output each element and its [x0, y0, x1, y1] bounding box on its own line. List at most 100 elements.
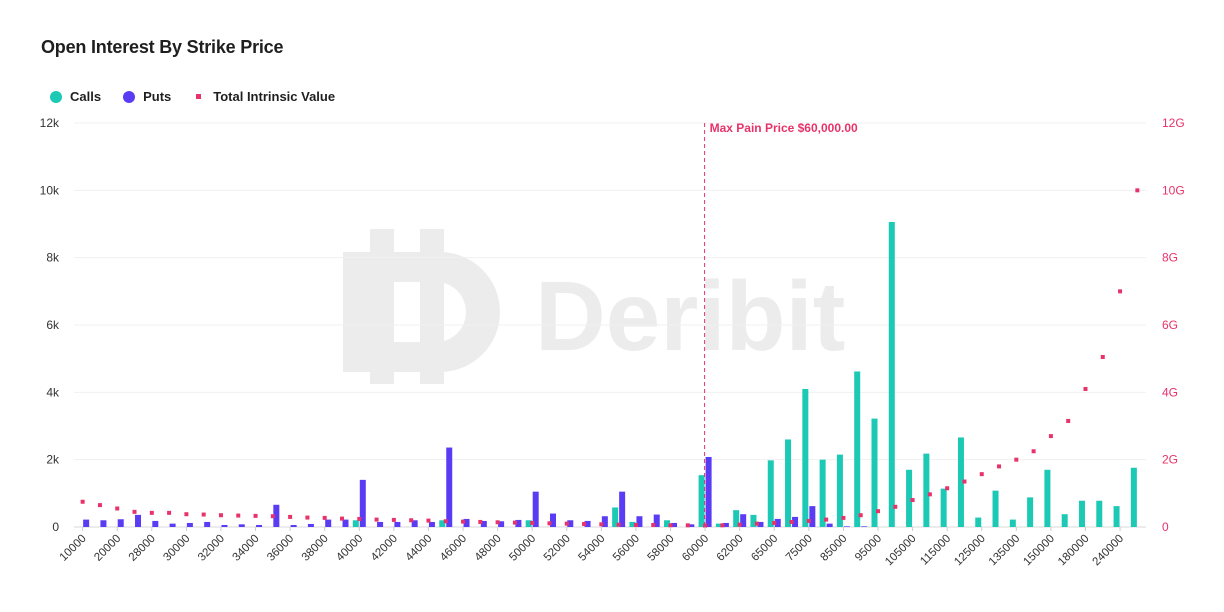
intrinsic-value-point [806, 518, 811, 523]
y-right-tick-label: 2G [1162, 453, 1178, 467]
legend-item-intrinsic[interactable]: Total Intrinsic Value [193, 89, 335, 104]
puts-bar [307, 523, 314, 527]
intrinsic-value-point [184, 512, 189, 517]
chart-legend: Calls Puts Total Intrinsic Value [50, 89, 357, 104]
calls-bar [612, 507, 619, 527]
intrinsic-value-point [201, 512, 206, 517]
intrinsic-value-point [893, 504, 898, 509]
legend-item-puts[interactable]: Puts [123, 89, 171, 104]
puts-bar [117, 519, 124, 527]
y-left-tick-label: 4k [46, 385, 60, 399]
puts-bar [498, 521, 505, 527]
calls-bar [888, 221, 895, 528]
y-right-tick-label: 6G [1162, 318, 1178, 332]
y-axis-right: 0 2G 4G 6G 8G 10G 12G [1162, 116, 1185, 534]
intrinsic-value-point [651, 522, 656, 527]
intrinsic-value-point [132, 509, 137, 514]
intrinsic-value-point [357, 516, 362, 521]
y-left-tick-label: 2k [46, 453, 60, 467]
calls-bar [1113, 506, 1120, 527]
y-left-tick-label: 12k [40, 116, 60, 130]
legend-label-calls: Calls [70, 89, 102, 104]
intrinsic-value-point [80, 499, 85, 504]
puts-bar [809, 506, 816, 527]
intrinsic-value-point [270, 514, 275, 519]
x-tick-label: 32000 [196, 533, 227, 564]
y-left-tick-label: 8k [46, 251, 60, 265]
x-tick-label: 34000 [231, 533, 262, 564]
intrinsic-value-point [685, 523, 690, 528]
intrinsic-value-point [512, 520, 517, 525]
intrinsic-value-point [772, 520, 777, 525]
intrinsic-value-point [253, 513, 258, 518]
intrinsic-value-point [443, 519, 448, 524]
calls-swatch-icon [50, 90, 62, 103]
x-tick-label: 50000 [507, 533, 538, 564]
intrinsic-value-point [374, 517, 379, 522]
puts-bar [290, 524, 297, 527]
calls-bar [629, 521, 636, 527]
calls-bar [525, 520, 532, 527]
puts-bar [705, 456, 712, 527]
max-pain-label: Max Pain Price $60,000.00 [710, 121, 858, 135]
intrinsic-value-point [495, 520, 500, 525]
puts-bar [584, 520, 591, 527]
calls-bar [439, 520, 446, 527]
puts-bar [221, 524, 228, 527]
puts-bar [186, 522, 193, 527]
x-tick-label: 36000 [265, 533, 296, 564]
intrinsic-value-point [1031, 449, 1036, 454]
intrinsic-value-point [288, 514, 293, 519]
intrinsic-value-point [824, 517, 829, 522]
puts-bar [359, 479, 366, 527]
puts-bar [428, 521, 435, 527]
puts-bar [204, 521, 211, 527]
calls-bar [957, 437, 964, 527]
watermark-text: Deribit [535, 261, 845, 371]
calls-bar [1009, 519, 1016, 527]
puts-bar [688, 524, 695, 527]
calls-bar [940, 488, 947, 527]
calls-bar [1130, 467, 1137, 527]
y-right-tick-label: 4G [1162, 385, 1178, 399]
intrinsic-value-point [340, 516, 344, 521]
puts-bar [273, 504, 280, 527]
calls-bar [352, 520, 359, 527]
legend-item-calls[interactable]: Calls [50, 89, 101, 104]
puts-bar [325, 519, 332, 527]
puts-bar [532, 491, 539, 527]
intrinsic-value-point [789, 519, 794, 524]
intrinsic-value-point [1135, 188, 1140, 193]
intrinsic-value-point [1100, 354, 1105, 359]
calls-bar [715, 523, 722, 527]
x-tick-label: 54000 [576, 533, 607, 564]
x-tick-label: 28000 [127, 533, 158, 564]
puts-bar [567, 520, 574, 527]
intrinsic-value-point [97, 503, 102, 508]
x-axis: 10000 20000 28000 30000 32000 34000 36000 38000… [58, 527, 1126, 569]
puts-swatch-icon [123, 90, 136, 103]
calls-bar [923, 453, 930, 527]
max-pain-annotation: Max Pain Price $60,000.00 [704, 121, 858, 527]
puts-bar [740, 514, 747, 527]
x-tick-label: 38000 [300, 533, 331, 564]
intrinsic-value-point [668, 523, 673, 528]
puts-bar [792, 516, 799, 527]
y-left-tick-label: 0 [52, 520, 59, 534]
puts-bar [636, 516, 643, 527]
x-tick-label: 180000 [1056, 533, 1092, 569]
intrinsic-value-point [1083, 386, 1088, 391]
calls-bar [854, 371, 861, 527]
intrinsic-value-point [945, 486, 950, 491]
puts-bar [256, 524, 263, 527]
puts-bar [83, 519, 90, 527]
x-tick-label: 135000 [987, 533, 1023, 569]
puts-bar [480, 520, 487, 527]
calls-bar [1078, 500, 1085, 527]
calls-bar [819, 459, 826, 527]
y-right-tick-label: 0 [1162, 520, 1169, 534]
deribit-logo-icon [343, 229, 500, 384]
x-tick-label: 48000 [473, 533, 504, 564]
intrinsic-value-point [927, 492, 932, 497]
